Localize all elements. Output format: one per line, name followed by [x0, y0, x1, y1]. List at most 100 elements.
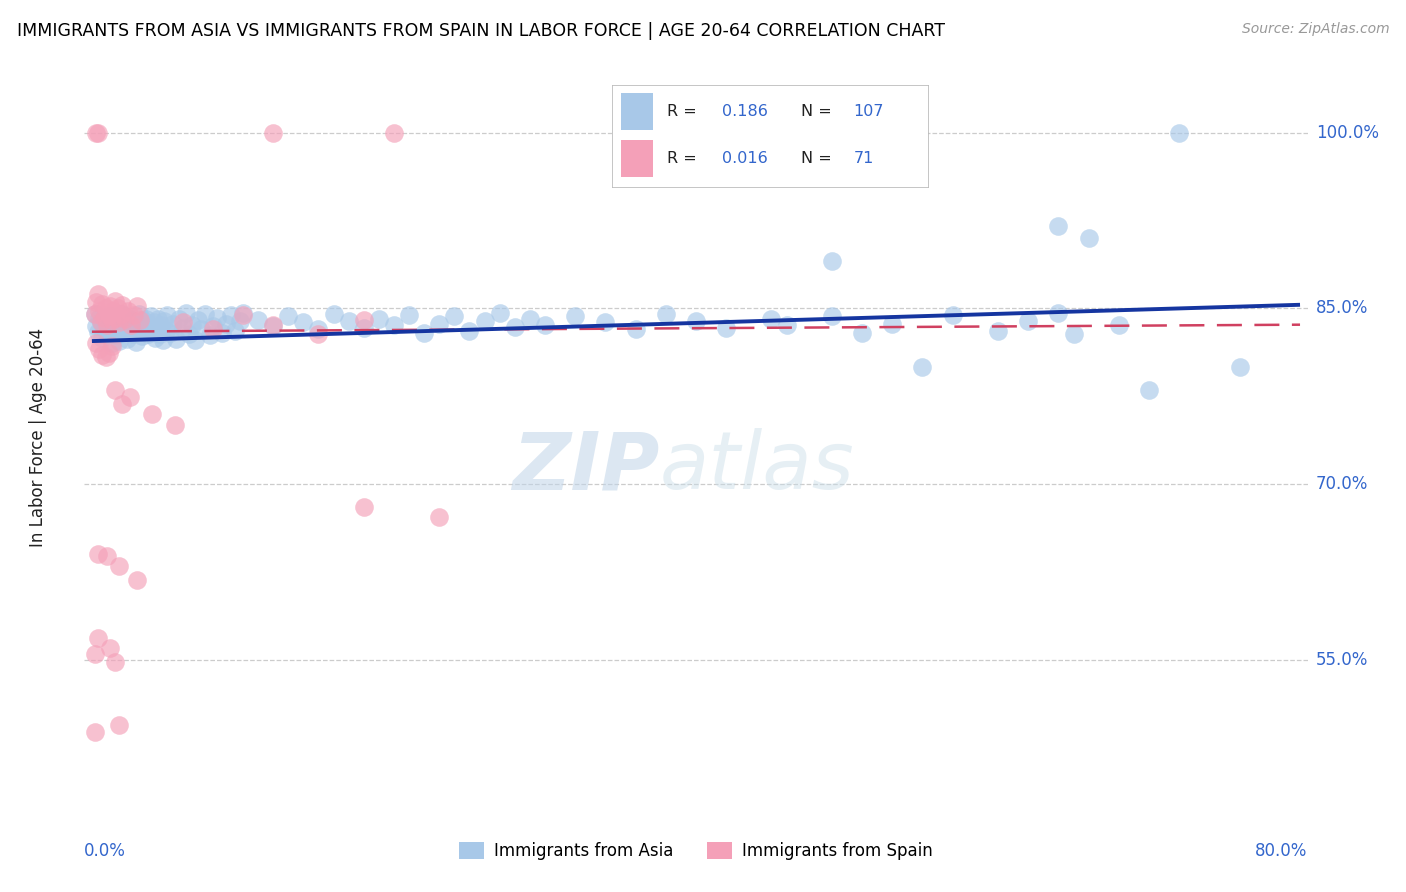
Point: [821, 254, 844, 268]
Point: [564, 310, 586, 324]
Point: [821, 310, 844, 324]
Point: [142, 315, 165, 329]
Point: [169, 311, 191, 326]
Point: [122, 309, 145, 323]
Point: [87, 287, 110, 301]
Point: [84, 647, 107, 661]
Point: [105, 328, 128, 343]
Point: [98, 640, 121, 655]
Point: [163, 418, 186, 433]
Point: [458, 324, 481, 338]
Point: [120, 313, 142, 327]
Point: [93, 310, 115, 325]
Point: [150, 318, 173, 332]
Point: [115, 332, 138, 346]
Text: 0.016: 0.016: [723, 151, 768, 166]
Point: [108, 718, 131, 732]
Text: R =: R =: [666, 151, 702, 166]
Point: [90, 315, 112, 329]
Point: [91, 330, 114, 344]
Point: [1017, 314, 1039, 328]
Point: [97, 345, 120, 359]
Point: [117, 310, 139, 325]
Point: [232, 306, 254, 320]
Point: [110, 315, 132, 329]
Point: [111, 307, 134, 321]
Point: [353, 313, 375, 327]
Point: [128, 307, 150, 321]
Text: 80.0%: 80.0%: [1256, 842, 1308, 860]
Legend: Immigrants from Asia, Immigrants from Spain: Immigrants from Asia, Immigrants from Sp…: [453, 836, 939, 867]
Point: [87, 632, 110, 646]
Point: [108, 558, 131, 573]
Point: [413, 326, 436, 340]
Point: [91, 348, 114, 362]
Point: [87, 325, 110, 339]
Text: 0.186: 0.186: [723, 103, 768, 119]
Point: [367, 311, 389, 326]
Point: [103, 313, 125, 327]
Point: [882, 317, 904, 331]
Point: [685, 314, 707, 328]
Point: [100, 336, 122, 351]
Point: [519, 311, 541, 326]
Point: [136, 327, 159, 342]
Point: [211, 326, 233, 340]
Point: [156, 309, 179, 323]
Point: [177, 327, 200, 342]
FancyBboxPatch shape: [621, 93, 652, 130]
Point: [232, 309, 254, 323]
Point: [1108, 318, 1130, 332]
Point: [132, 313, 155, 327]
Point: [108, 315, 131, 329]
Point: [427, 317, 450, 331]
Point: [84, 307, 107, 321]
Point: [91, 296, 114, 310]
Point: [190, 322, 212, 336]
Point: [174, 306, 197, 320]
Point: [655, 307, 678, 321]
Point: [96, 327, 118, 342]
Point: [98, 299, 121, 313]
Point: [987, 324, 1010, 338]
Point: [443, 310, 465, 324]
Point: [262, 318, 284, 332]
Point: [851, 326, 873, 340]
Point: [1047, 219, 1070, 234]
Point: [187, 313, 209, 327]
Point: [93, 321, 115, 335]
Point: [1229, 359, 1251, 374]
Point: [262, 318, 284, 333]
Point: [97, 318, 120, 332]
Point: [87, 126, 110, 140]
Point: [129, 313, 152, 327]
Point: [427, 509, 450, 524]
Point: [112, 325, 135, 339]
Point: [624, 322, 647, 336]
Point: [105, 310, 128, 325]
Point: [94, 311, 117, 326]
Point: [118, 390, 141, 404]
Text: N =: N =: [801, 103, 838, 119]
Point: [322, 307, 344, 321]
Point: [155, 324, 177, 338]
Text: IMMIGRANTS FROM ASIA VS IMMIGRANTS FROM SPAIN IN LABOR FORCE | AGE 20-64 CORRELA: IMMIGRANTS FROM ASIA VS IMMIGRANTS FROM …: [17, 22, 945, 40]
Point: [172, 321, 194, 335]
Point: [183, 333, 205, 347]
Point: [247, 313, 270, 327]
Point: [201, 322, 224, 336]
Point: [1137, 384, 1160, 398]
Point: [942, 309, 965, 323]
Point: [111, 397, 134, 411]
Text: In Labor Force | Age 20-64: In Labor Force | Age 20-64: [30, 327, 46, 547]
Point: [114, 317, 136, 331]
Point: [775, 318, 797, 332]
Text: 55.0%: 55.0%: [1316, 650, 1368, 668]
Point: [129, 322, 152, 336]
Text: 0.0%: 0.0%: [84, 842, 127, 860]
Point: [89, 310, 111, 325]
Point: [307, 327, 329, 342]
Point: [143, 330, 166, 344]
Point: [353, 321, 375, 335]
Point: [103, 294, 125, 309]
